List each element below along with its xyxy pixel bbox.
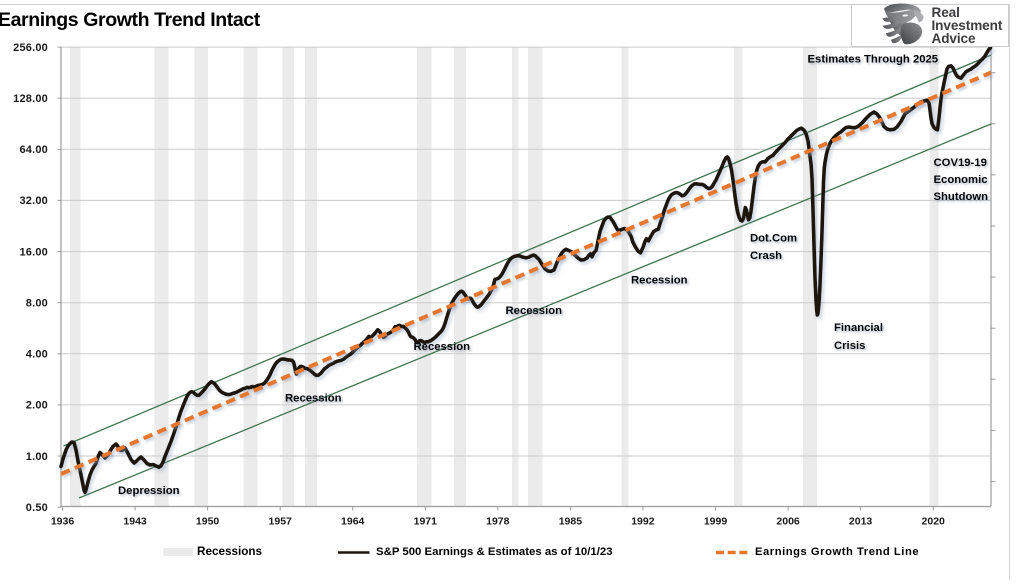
svg-text:Recession: Recession (631, 275, 688, 287)
svg-text:1.00: 1.00 (26, 451, 48, 463)
svg-text:Recession: Recession (414, 341, 471, 353)
svg-text:1999: 1999 (704, 516, 728, 528)
svg-text:1957: 1957 (269, 516, 293, 528)
svg-text:1992: 1992 (631, 516, 655, 528)
svg-text:Recession: Recession (506, 305, 563, 317)
svg-text:2006: 2006 (776, 516, 800, 528)
svg-text:1985: 1985 (559, 516, 583, 528)
svg-text:1936: 1936 (51, 516, 75, 528)
svg-text:Recessions: Recessions (197, 545, 262, 558)
svg-text:256.00: 256.00 (13, 42, 48, 54)
svg-text:64.00: 64.00 (19, 144, 48, 156)
svg-text:Recession: Recession (285, 393, 342, 405)
svg-text:COV19-19: COV19-19 (934, 157, 987, 169)
svg-text:Earnings Growth Trend Line: Earnings Growth Trend Line (755, 546, 919, 558)
svg-text:2020: 2020 (922, 516, 946, 528)
svg-text:1950: 1950 (196, 516, 220, 528)
svg-text:Dot.Com: Dot.Com (750, 233, 797, 245)
svg-text:S&P 500 Earnings & Estimates a: S&P 500 Earnings & Estimates as of 10/1/… (376, 546, 613, 558)
svg-text:1971: 1971 (414, 516, 438, 528)
svg-text:Crisis: Crisis (834, 340, 865, 352)
svg-text:2013: 2013 (849, 516, 873, 528)
svg-text:Real: Real (932, 5, 960, 20)
svg-text:Earnings Growth Trend Intact: Earnings Growth Trend Intact (0, 9, 261, 31)
svg-text:Economic: Economic (934, 174, 988, 186)
svg-text:1978: 1978 (486, 516, 510, 528)
svg-text:128.00: 128.00 (13, 93, 48, 105)
svg-text:0.50: 0.50 (26, 502, 48, 514)
svg-text:8.00: 8.00 (26, 298, 48, 310)
svg-text:32.00: 32.00 (19, 195, 48, 207)
svg-text:Advice: Advice (932, 31, 977, 46)
svg-text:Depression: Depression (118, 485, 180, 497)
svg-text:1943: 1943 (123, 516, 147, 528)
svg-text:Shutdown: Shutdown (934, 191, 989, 203)
svg-text:4.00: 4.00 (26, 349, 48, 361)
svg-text:Investment: Investment (932, 18, 1003, 33)
svg-text:Financial: Financial (834, 322, 883, 334)
svg-text:1964: 1964 (341, 516, 365, 528)
svg-text:2.00: 2.00 (26, 400, 48, 412)
svg-text:Estimates Through 2025: Estimates Through 2025 (808, 53, 939, 65)
svg-text:16.00: 16.00 (19, 246, 48, 258)
svg-text:Crash: Crash (750, 250, 782, 262)
